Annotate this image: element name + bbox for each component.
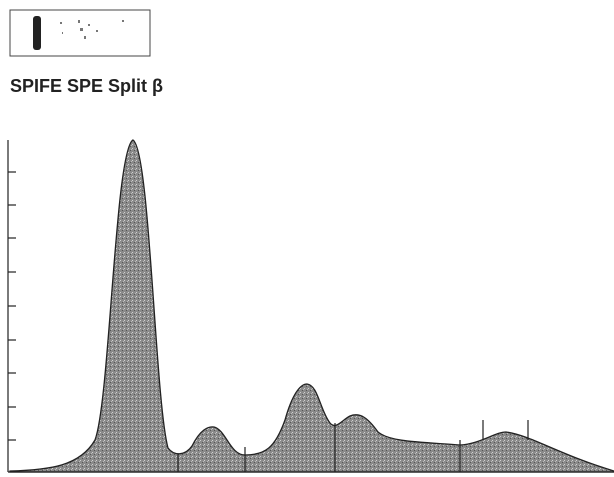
gel-band xyxy=(33,16,41,50)
densitometry-scan xyxy=(0,0,614,477)
figure: SPIFE SPE Split β xyxy=(0,0,614,477)
scan-curve xyxy=(10,140,614,472)
gel-strip-box xyxy=(10,10,150,56)
title: SPIFE SPE Split β xyxy=(10,76,163,97)
